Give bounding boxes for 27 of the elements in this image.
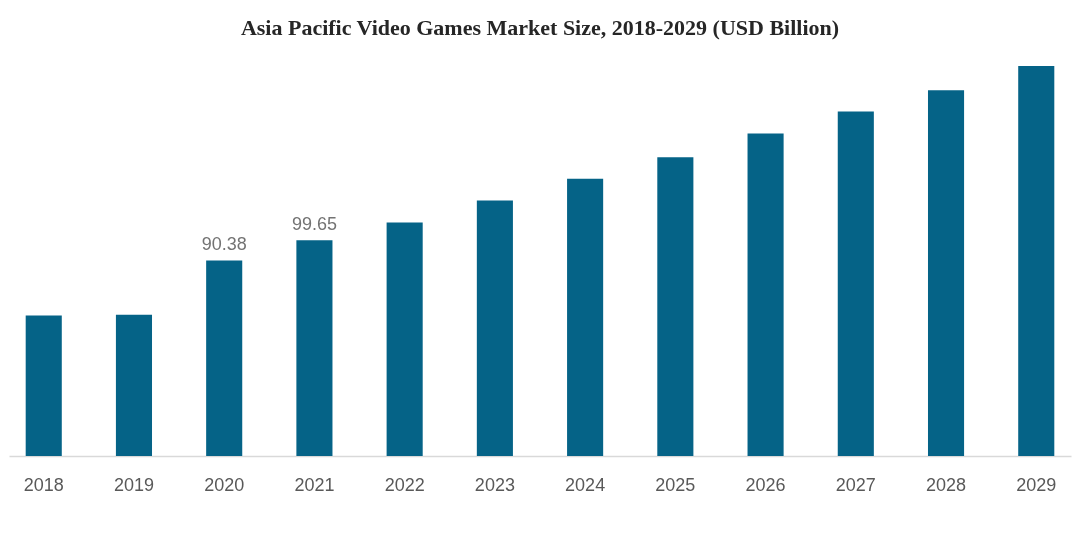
bar (476, 200, 513, 456)
x-tick-label: 2023 (474, 474, 515, 495)
bar (296, 240, 333, 456)
x-tick-label: 2024 (565, 474, 606, 495)
bar (386, 222, 423, 456)
x-tick-label: 2025 (655, 474, 696, 495)
bar (1018, 66, 1055, 456)
x-tick-label: 2020 (204, 474, 245, 495)
x-tick-label: 2027 (835, 474, 876, 495)
x-tick-label: 2018 (23, 474, 64, 495)
bar (25, 315, 62, 456)
bar (837, 111, 874, 456)
chart-title: Asia Pacific Video Games Market Size, 2018-2029 (USD Billion) (240, 15, 840, 40)
bar (567, 178, 604, 456)
x-tick-label: 2028 (926, 474, 967, 495)
bar (927, 90, 965, 456)
data-label: 99.65 (291, 214, 337, 235)
bar (206, 260, 243, 456)
x-tick-label: 2026 (745, 474, 786, 495)
bar (657, 157, 694, 456)
bar (115, 314, 153, 456)
x-tick-label: 2021 (294, 474, 335, 495)
x-tick-label: 2029 (1016, 474, 1057, 495)
bar (747, 133, 784, 456)
data-label: 90.38 (201, 234, 247, 255)
x-tick-label: 2022 (384, 474, 425, 495)
x-tick-label: 2019 (113, 474, 154, 495)
